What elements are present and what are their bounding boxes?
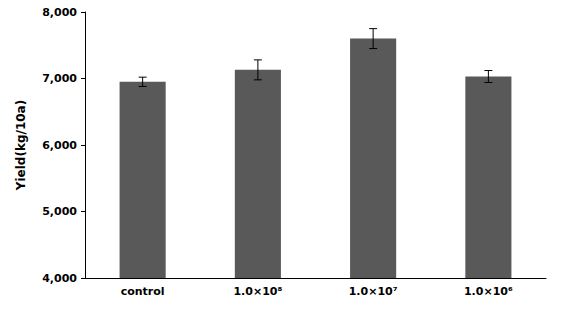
svg-text:1.0×10⁸: 1.0×10⁸ [233, 285, 282, 298]
svg-text:control: control [121, 285, 165, 298]
svg-text:Yield(kg/10a): Yield(kg/10a) [14, 100, 28, 191]
svg-text:6,000: 6,000 [42, 139, 77, 152]
svg-text:5,000: 5,000 [42, 205, 77, 218]
svg-text:1.0×10⁶: 1.0×10⁶ [464, 285, 513, 298]
svg-text:4,000: 4,000 [42, 272, 77, 285]
svg-text:1.0×10⁷: 1.0×10⁷ [349, 285, 398, 298]
svg-text:8,000: 8,000 [42, 6, 77, 19]
svg-text:7,000: 7,000 [42, 72, 77, 85]
